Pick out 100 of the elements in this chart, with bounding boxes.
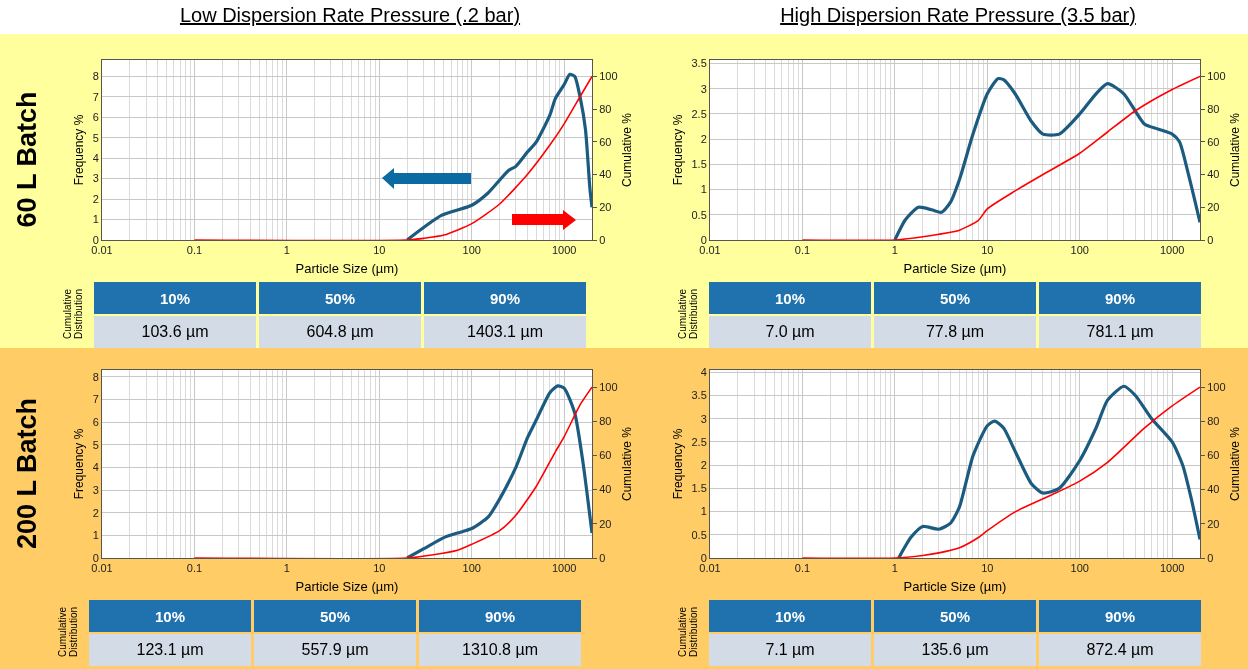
x-tick-label: 10	[373, 562, 386, 575]
text: 135.6 µm	[874, 634, 1036, 666]
y2-tick-label: 80	[1207, 102, 1220, 115]
x-axis-title: Particle Size (µm)	[295, 260, 399, 276]
y2-tick-label: 40	[1207, 483, 1220, 496]
y-tick-label: 0	[92, 551, 99, 564]
category-label: 90%	[1039, 282, 1201, 314]
x-tick-label: 0.01	[91, 562, 113, 575]
y2-axis-title: Cumulative %	[1228, 426, 1243, 502]
y-tick-label: 7	[92, 90, 99, 103]
y-tick-label: 2	[700, 133, 707, 146]
y-tick-label: 3	[92, 172, 99, 185]
x-tick-label: 0.1	[186, 244, 203, 257]
y-tick-label: 5	[92, 438, 99, 451]
y-axis-title: Frequency %	[670, 428, 685, 500]
x-tick-label: 0.01	[91, 244, 113, 257]
x-tick-label: 1000	[551, 562, 577, 575]
y2-tick-label: 60	[1207, 449, 1220, 462]
y2-tick-label: 80	[1207, 415, 1220, 428]
y2-tick-label: 0	[599, 551, 606, 564]
y-axis-title: Frequency %	[71, 114, 86, 186]
y2-axis-title: Cumulative %	[620, 426, 635, 502]
y-tick-label: 1.5	[691, 482, 707, 495]
y2-tick-label: 20	[599, 201, 612, 214]
text: 781.1 µm	[1039, 316, 1201, 348]
y-tick-label: 7	[92, 393, 99, 406]
y-tick-label: 3	[700, 412, 707, 425]
y-tick-label: 3	[700, 82, 707, 95]
x-tick-label: 0.01	[699, 562, 721, 575]
y-tick-label: 1.5	[691, 158, 707, 171]
y-tick-label: 2	[92, 192, 99, 205]
x-tick-label: 10	[981, 562, 994, 575]
y2-tick-label: 100	[1207, 380, 1226, 393]
text: Cumulative Distribution	[62, 288, 84, 341]
x-tick-label: 1	[891, 244, 898, 257]
y2-tick-label: 60	[599, 135, 612, 148]
x-tick-label: 100	[462, 562, 481, 575]
y2-tick-label: 0	[1207, 551, 1214, 564]
x-tick-label: 0.01	[699, 244, 721, 257]
x-tick-label: 1000	[551, 244, 577, 257]
text: 7.0 µm	[709, 316, 871, 348]
category-label: 50%	[874, 600, 1036, 632]
y-tick-label: 1	[700, 183, 707, 196]
text: 77.8 µm	[874, 316, 1036, 348]
x-tick-label: 1000	[1159, 244, 1185, 257]
y-axis-title: Frequency %	[71, 428, 86, 500]
x-axis-title: Particle Size (µm)	[295, 578, 399, 594]
category-label: 10%	[94, 282, 256, 314]
y2-tick-label: 0	[1207, 233, 1214, 246]
x-tick-label: 100	[462, 244, 481, 257]
y-tick-label: 2	[700, 459, 707, 472]
category-label: 50%	[254, 600, 416, 632]
x-axis-title: Particle Size (µm)	[903, 578, 1007, 594]
x-tick-label: 100	[1070, 562, 1089, 575]
text: 60 L Batch	[11, 90, 43, 228]
text: 1403.1 µm	[424, 316, 586, 348]
x-tick-label: 0.1	[794, 244, 811, 257]
y-tick-label: 3	[92, 483, 99, 496]
x-tick-label: 1	[283, 244, 290, 257]
x-tick-label: 0.1	[186, 562, 203, 575]
text: 1310.8 µm	[419, 634, 581, 666]
y2-tick-label: 100	[599, 70, 618, 83]
category-label: 90%	[424, 282, 586, 314]
text: 557.9 µm	[254, 634, 416, 666]
y-tick-label: 1	[92, 213, 99, 226]
text: 872.4 µm	[1039, 634, 1201, 666]
y-tick-label: 2.5	[691, 435, 707, 448]
x-tick-label: 10	[981, 244, 994, 257]
category-label: 50%	[874, 282, 1036, 314]
x-axis-title: Particle Size (µm)	[903, 260, 1007, 276]
y-tick-label: 0	[92, 233, 99, 246]
chart-title: Low Dispersion Rate Pressure (.2 bar)	[178, 4, 522, 27]
y-tick-label: 2.5	[691, 107, 707, 120]
y2-tick-label: 20	[599, 517, 612, 530]
y2-tick-label: 40	[599, 483, 612, 496]
text: 103.6 µm	[94, 316, 256, 348]
y2-tick-label: 20	[1207, 517, 1220, 530]
y2-tick-label: 40	[599, 168, 612, 181]
x-tick-label: 1	[891, 562, 898, 575]
y-tick-label: 3.5	[691, 57, 707, 70]
x-tick-label: 1000	[1159, 562, 1185, 575]
y2-tick-label: 80	[599, 415, 612, 428]
text: 200 L Batch	[11, 397, 43, 549]
chart-title: High Dispersion Rate Pressure (3.5 bar)	[779, 4, 1137, 27]
text: Cumulative Distribution	[57, 606, 79, 659]
y-tick-label: 8	[92, 70, 99, 83]
x-tick-label: 0.1	[794, 562, 811, 575]
text: 604.8 µm	[259, 316, 421, 348]
y2-tick-label: 20	[1207, 201, 1220, 214]
y-tick-label: 0	[700, 233, 707, 246]
y-tick-label: 1	[700, 505, 707, 518]
y-tick-label: 3.5	[691, 389, 707, 402]
category-label: 90%	[1039, 600, 1201, 632]
y2-axis-title: Cumulative %	[1228, 112, 1243, 188]
x-tick-label: 10	[373, 244, 386, 257]
category-label: 90%	[419, 600, 581, 632]
y-tick-label: 0.5	[691, 528, 707, 541]
text: 123.1 µm	[89, 634, 251, 666]
y-tick-label: 4	[700, 366, 707, 379]
text: 7.1 µm	[709, 634, 871, 666]
